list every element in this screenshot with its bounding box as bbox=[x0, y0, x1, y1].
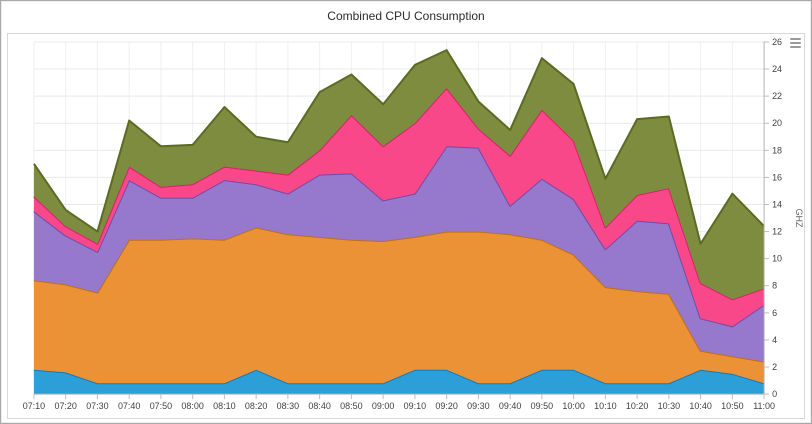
svg-text:4: 4 bbox=[772, 335, 777, 345]
svg-text:07:30: 07:30 bbox=[86, 401, 108, 411]
svg-text:09:10: 09:10 bbox=[404, 401, 426, 411]
svg-text:10: 10 bbox=[772, 254, 782, 264]
menu-bar bbox=[790, 46, 801, 48]
svg-text:16: 16 bbox=[772, 172, 782, 182]
svg-text:22: 22 bbox=[772, 91, 782, 101]
svg-text:09:20: 09:20 bbox=[435, 401, 457, 411]
export-menu-icon[interactable] bbox=[785, 35, 801, 51]
svg-text:07:50: 07:50 bbox=[150, 401, 172, 411]
svg-text:08:30: 08:30 bbox=[277, 401, 299, 411]
svg-text:07:40: 07:40 bbox=[118, 401, 140, 411]
svg-text:08:50: 08:50 bbox=[340, 401, 362, 411]
menu-bar bbox=[790, 42, 801, 44]
svg-text:24: 24 bbox=[772, 64, 782, 74]
svg-text:11:00: 11:00 bbox=[753, 401, 775, 411]
chart-title: Combined CPU Consumption bbox=[327, 9, 485, 23]
svg-text:GHZ: GHZ bbox=[794, 209, 804, 228]
svg-text:09:50: 09:50 bbox=[531, 401, 553, 411]
svg-text:26: 26 bbox=[772, 37, 782, 47]
svg-text:10:00: 10:00 bbox=[562, 401, 584, 411]
svg-text:18: 18 bbox=[772, 145, 782, 155]
svg-text:10:30: 10:30 bbox=[658, 401, 680, 411]
svg-text:09:40: 09:40 bbox=[499, 401, 521, 411]
svg-text:07:20: 07:20 bbox=[54, 401, 76, 411]
svg-text:10:50: 10:50 bbox=[721, 401, 743, 411]
svg-text:08:10: 08:10 bbox=[213, 401, 235, 411]
svg-text:14: 14 bbox=[772, 199, 782, 209]
svg-text:09:00: 09:00 bbox=[372, 401, 394, 411]
chart-panel: 0 2 4 6 8 10 12 14 16 18 20 22 24 26 07:10 07:20 07:30 07… bbox=[7, 33, 805, 419]
svg-text:08:00: 08:00 bbox=[181, 401, 203, 411]
svg-text:07:10: 07:10 bbox=[23, 401, 45, 411]
svg-text:10:10: 10:10 bbox=[594, 401, 616, 411]
svg-text:0: 0 bbox=[772, 389, 777, 399]
menu-bar bbox=[790, 38, 801, 40]
svg-text:6: 6 bbox=[772, 308, 777, 318]
svg-text:09:30: 09:30 bbox=[467, 401, 489, 411]
svg-text:08:40: 08:40 bbox=[308, 401, 330, 411]
svg-text:2: 2 bbox=[772, 362, 777, 372]
svg-text:20: 20 bbox=[772, 118, 782, 128]
svg-text:08:20: 08:20 bbox=[245, 401, 267, 411]
svg-text:10:20: 10:20 bbox=[626, 401, 648, 411]
svg-text:12: 12 bbox=[772, 227, 782, 237]
svg-text:8: 8 bbox=[772, 281, 777, 291]
svg-text:10:40: 10:40 bbox=[689, 401, 711, 411]
